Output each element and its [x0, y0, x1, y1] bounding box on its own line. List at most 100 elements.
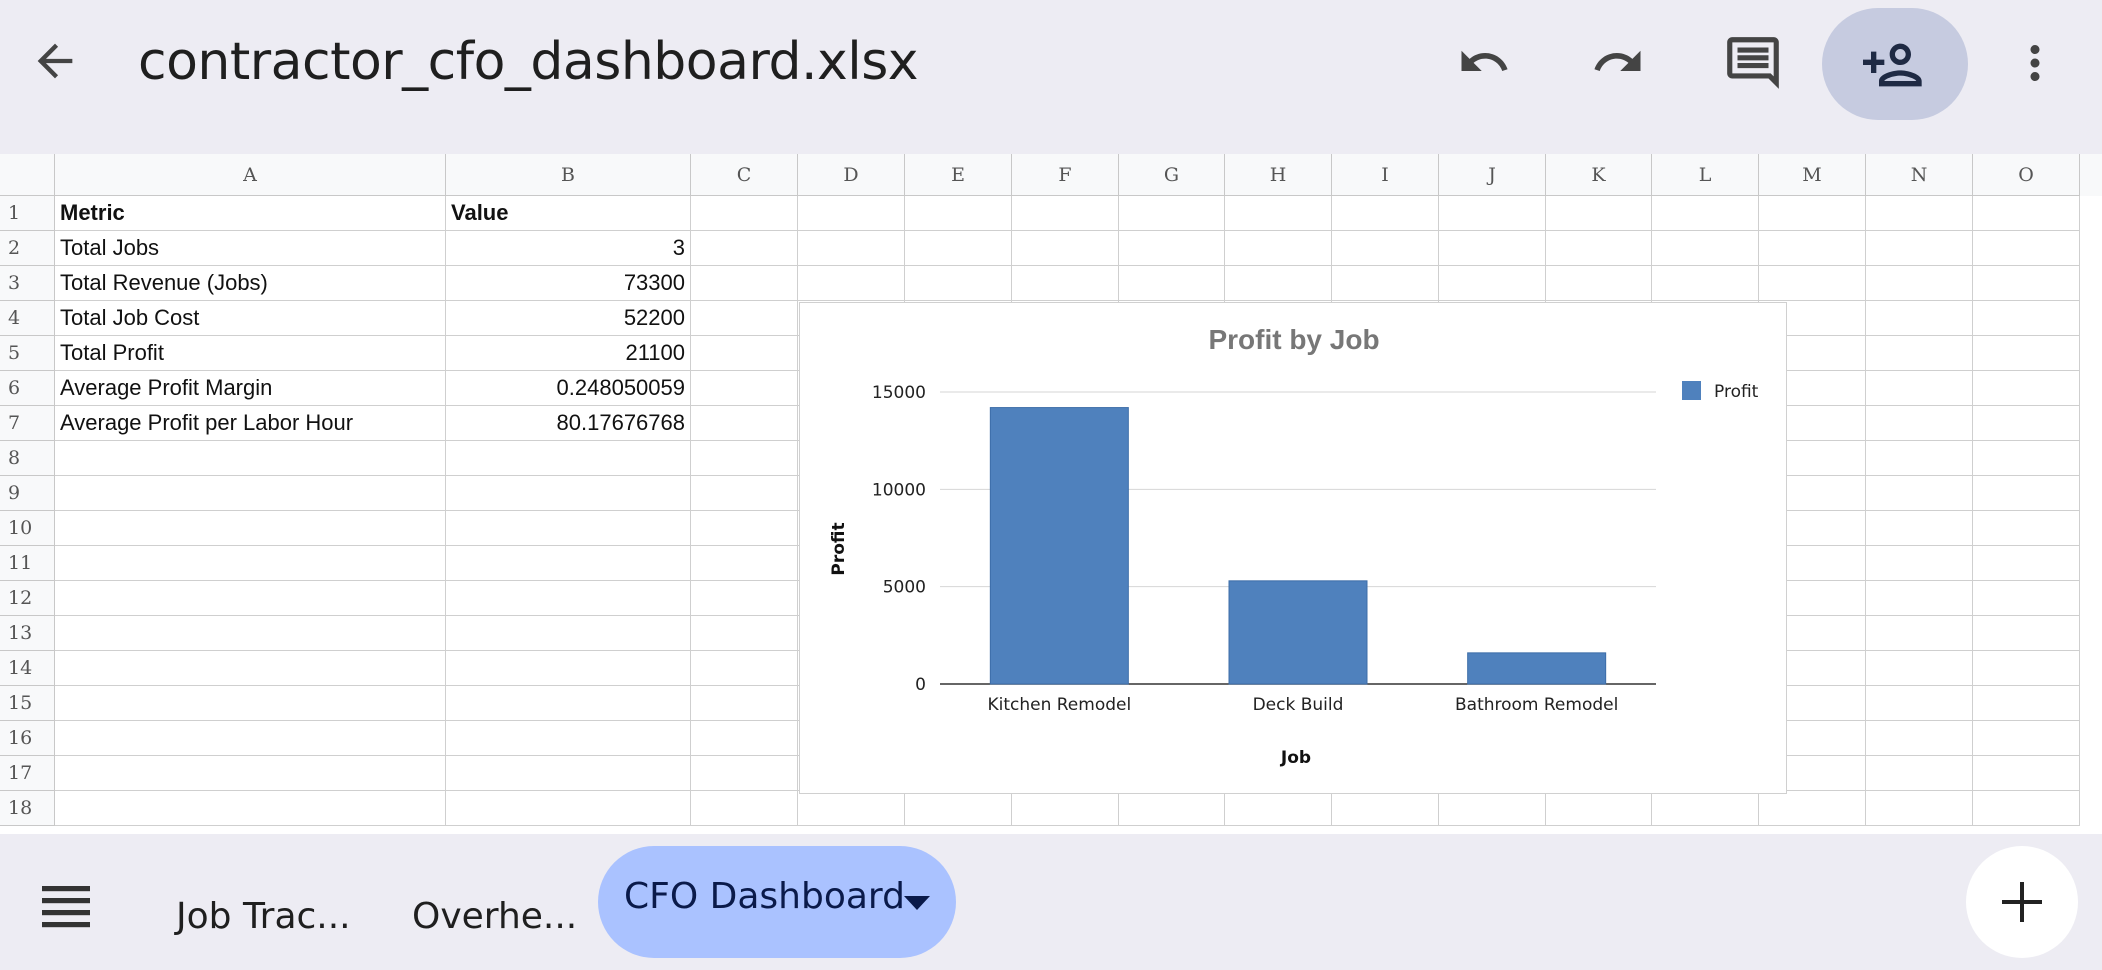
empty-cell[interactable]	[1973, 616, 2080, 651]
empty-cell[interactable]	[55, 791, 446, 826]
row-header-14[interactable]: 14	[0, 651, 55, 686]
empty-cell[interactable]	[1652, 266, 1759, 301]
empty-cell[interactable]	[691, 231, 798, 266]
column-header-j[interactable]: J	[1439, 154, 1546, 196]
empty-cell[interactable]	[1866, 196, 1973, 231]
column-header-h[interactable]: H	[1225, 154, 1332, 196]
empty-cell[interactable]	[691, 371, 798, 406]
empty-cell[interactable]	[691, 196, 798, 231]
bar-bathroom-remodel[interactable]	[1467, 652, 1607, 685]
column-header-d[interactable]: D	[798, 154, 905, 196]
empty-cell[interactable]	[1973, 791, 2080, 826]
row-header-4[interactable]: 4	[0, 301, 55, 336]
empty-cell[interactable]	[1866, 511, 1973, 546]
column-header-m[interactable]: M	[1759, 154, 1866, 196]
empty-cell[interactable]	[55, 546, 446, 581]
empty-cell[interactable]	[1973, 371, 2080, 406]
empty-cell[interactable]	[1546, 231, 1652, 266]
column-header-l[interactable]: L	[1652, 154, 1759, 196]
column-header-k[interactable]: K	[1546, 154, 1652, 196]
column-header-c[interactable]: C	[691, 154, 798, 196]
cell-b7[interactable]: 80.17676768	[446, 406, 691, 441]
empty-cell[interactable]	[1652, 791, 1759, 826]
empty-cell[interactable]	[1546, 266, 1652, 301]
column-header-a[interactable]: A	[55, 154, 446, 196]
empty-cell[interactable]	[1866, 336, 1973, 371]
empty-cell[interactable]	[1973, 686, 2080, 721]
empty-cell[interactable]	[1225, 196, 1332, 231]
column-header-b[interactable]: B	[446, 154, 691, 196]
empty-cell[interactable]	[446, 546, 691, 581]
row-header-17[interactable]: 17	[0, 756, 55, 791]
empty-cell[interactable]	[1759, 651, 1866, 686]
row-header-16[interactable]: 16	[0, 721, 55, 756]
empty-cell[interactable]	[1759, 581, 1866, 616]
column-header-i[interactable]: I	[1332, 154, 1439, 196]
empty-cell[interactable]	[1973, 721, 2080, 756]
cell-b6[interactable]: 0.248050059	[446, 371, 691, 406]
empty-cell[interactable]	[55, 721, 446, 756]
empty-cell[interactable]	[1759, 791, 1866, 826]
empty-cell[interactable]	[446, 721, 691, 756]
empty-cell[interactable]	[446, 441, 691, 476]
cell-b3[interactable]: 73300	[446, 266, 691, 301]
row-header-6[interactable]: 6	[0, 371, 55, 406]
tab-overhead[interactable]: Overhe...	[412, 896, 578, 937]
empty-cell[interactable]	[446, 581, 691, 616]
empty-cell[interactable]	[1439, 231, 1546, 266]
empty-cell[interactable]	[1866, 721, 1973, 756]
empty-cell[interactable]	[691, 511, 798, 546]
empty-cell[interactable]	[1866, 371, 1973, 406]
chevron-down-icon[interactable]	[902, 888, 932, 918]
empty-cell[interactable]	[55, 651, 446, 686]
empty-cell[interactable]	[691, 791, 798, 826]
row-header-9[interactable]: 9	[0, 476, 55, 511]
empty-cell[interactable]	[1866, 546, 1973, 581]
empty-cell[interactable]	[1546, 791, 1652, 826]
empty-cell[interactable]	[446, 756, 691, 791]
undo-icon[interactable]	[1452, 30, 1516, 94]
empty-cell[interactable]	[1973, 301, 2080, 336]
empty-cell[interactable]	[1973, 441, 2080, 476]
empty-cell[interactable]	[1866, 616, 1973, 651]
empty-cell[interactable]	[1119, 266, 1225, 301]
empty-cell[interactable]	[1332, 196, 1439, 231]
tab-job-tracker[interactable]: Job Trac...	[176, 896, 351, 937]
empty-cell[interactable]	[1973, 231, 2080, 266]
cell-a1[interactable]: Metric	[55, 196, 446, 231]
empty-cell[interactable]	[446, 791, 691, 826]
empty-cell[interactable]	[691, 686, 798, 721]
row-header-15[interactable]: 15	[0, 686, 55, 721]
empty-cell[interactable]	[446, 476, 691, 511]
row-header-2[interactable]: 2	[0, 231, 55, 266]
cell-a7[interactable]: Average Profit per Labor Hour	[55, 406, 446, 441]
cell-a6[interactable]: Average Profit Margin	[55, 371, 446, 406]
row-header-12[interactable]: 12	[0, 581, 55, 616]
more-vert-icon[interactable]	[2008, 30, 2062, 96]
cell-b5[interactable]: 21100	[446, 336, 691, 371]
empty-cell[interactable]	[1332, 266, 1439, 301]
empty-cell[interactable]	[691, 721, 798, 756]
back-arrow-icon[interactable]	[22, 28, 88, 94]
column-header-o[interactable]: O	[1973, 154, 2080, 196]
empty-cell[interactable]	[1973, 336, 2080, 371]
row-header-1[interactable]: 1	[0, 196, 55, 231]
empty-cell[interactable]	[1012, 791, 1119, 826]
empty-cell[interactable]	[1012, 231, 1119, 266]
empty-cell[interactable]	[1119, 791, 1225, 826]
empty-cell[interactable]	[55, 756, 446, 791]
empty-cell[interactable]	[446, 616, 691, 651]
empty-cell[interactable]	[691, 756, 798, 791]
empty-cell[interactable]	[1759, 511, 1866, 546]
empty-cell[interactable]	[1866, 441, 1973, 476]
empty-cell[interactable]	[1973, 546, 2080, 581]
empty-cell[interactable]	[1546, 196, 1652, 231]
empty-cell[interactable]	[1973, 581, 2080, 616]
add-sheet-button[interactable]	[1966, 846, 2078, 958]
empty-cell[interactable]	[1973, 476, 2080, 511]
empty-cell[interactable]	[1332, 231, 1439, 266]
empty-cell[interactable]	[691, 581, 798, 616]
empty-cell[interactable]	[1652, 231, 1759, 266]
empty-cell[interactable]	[1866, 301, 1973, 336]
empty-cell[interactable]	[1973, 511, 2080, 546]
